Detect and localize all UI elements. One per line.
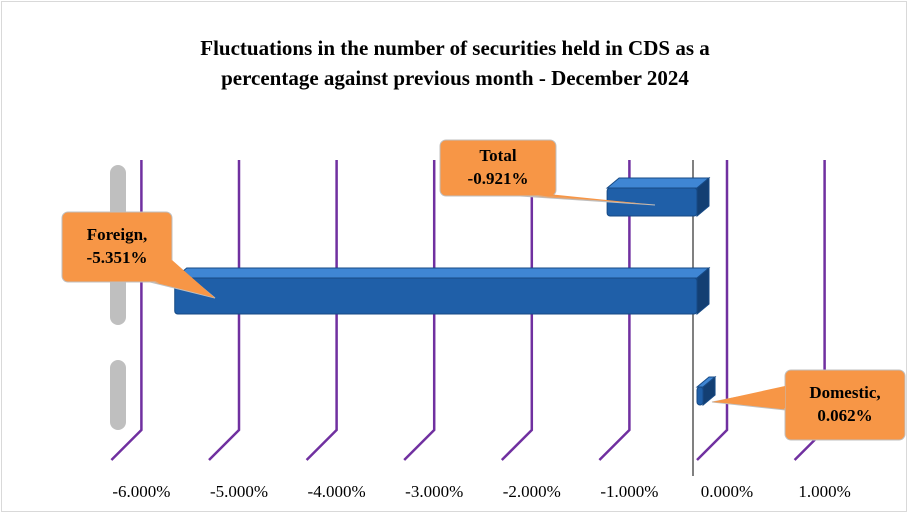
x-tick-label: 0.000%	[701, 482, 753, 501]
callout-box	[61, 211, 173, 283]
grid-line	[500, 160, 534, 461]
axis-wall-shadow	[110, 360, 126, 430]
chart-title: percentage against previous month - Dece…	[221, 66, 689, 90]
grid-line	[305, 160, 338, 461]
chart-title: Fluctuations in the number of securities…	[200, 36, 710, 60]
bar	[605, 176, 711, 218]
callout-box	[439, 139, 557, 197]
data-label: -5.351%	[87, 248, 148, 267]
x-tick-label: -2.000%	[503, 482, 561, 501]
data-label-category: Foreign,	[87, 225, 148, 244]
grid-line	[208, 160, 241, 461]
bar-top	[605, 177, 711, 189]
grid-line	[696, 160, 729, 461]
x-tick-label: 1.000%	[798, 482, 850, 501]
bar-front	[696, 386, 704, 406]
data-label-category: Total	[479, 146, 516, 165]
data-label: -0.921%	[468, 169, 529, 188]
data-label: 0.062%	[817, 406, 872, 425]
bar	[173, 266, 711, 316]
grid-line	[598, 160, 631, 461]
x-tick-label: -3.000%	[405, 482, 463, 501]
bar-top	[173, 267, 711, 279]
x-tick-label: -5.000%	[210, 482, 268, 501]
callout-pointer-fill	[520, 194, 655, 205]
callout-pointer-fill	[150, 260, 215, 298]
x-tick-label: -4.000%	[308, 482, 366, 501]
grid-line	[403, 160, 436, 461]
bar	[695, 375, 717, 407]
data-label-category: Domestic,	[809, 383, 880, 402]
callout-pointer-fill	[712, 386, 785, 408]
x-tick-label: -6.000%	[112, 482, 170, 501]
bar-front	[174, 277, 698, 315]
x-tick-label: -1.000%	[600, 482, 658, 501]
